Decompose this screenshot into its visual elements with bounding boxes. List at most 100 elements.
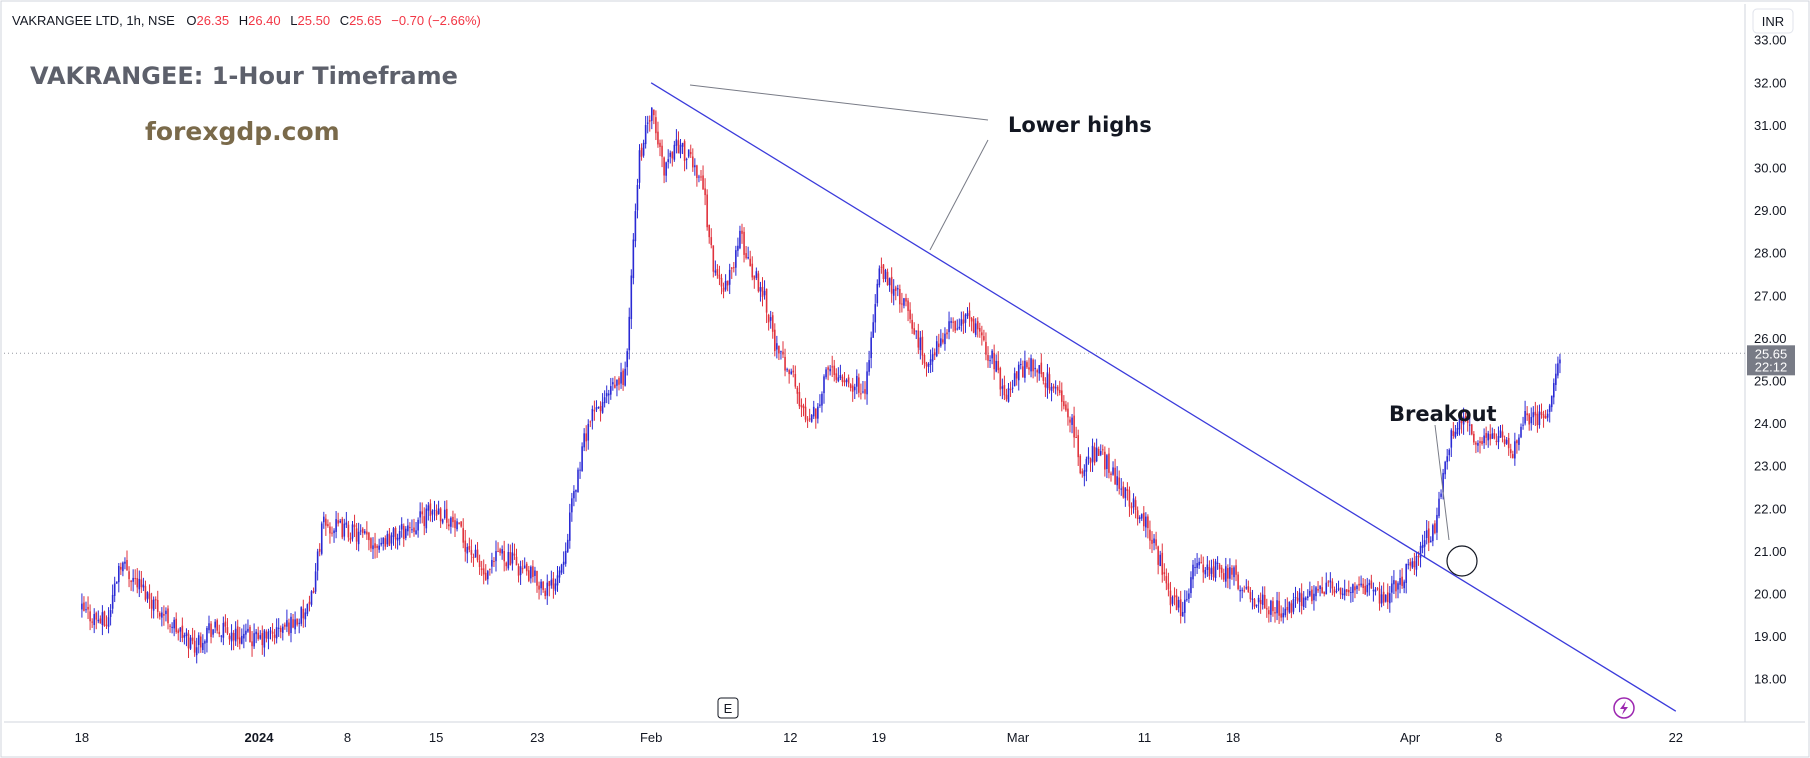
candle-body: [124, 561, 126, 564]
time-axis[interactable]: 18 2024 8 15 23 Feb 12 19 Mar 11 18 Apr 8 22: [75, 730, 1683, 745]
candle-body: [1302, 597, 1305, 607]
candle-body: [1122, 486, 1125, 498]
candle-body: [976, 321, 979, 330]
candle-body: [1245, 587, 1248, 589]
candle-body: [1227, 568, 1229, 579]
candle-body: [530, 566, 532, 579]
candle-body: [548, 581, 551, 587]
candle-body: [1065, 404, 1067, 411]
candle-body: [423, 516, 426, 527]
candle-body: [1268, 610, 1270, 615]
candle-body: [1038, 365, 1041, 374]
candle-body: [271, 631, 274, 634]
candle-body: [636, 184, 639, 211]
candle-body: [171, 626, 173, 628]
candle-body: [782, 351, 784, 355]
candle-body: [1050, 386, 1053, 392]
candle-body: [583, 433, 585, 448]
price-tick-label: 29.00: [1754, 203, 1787, 218]
candle-body: [1126, 489, 1129, 491]
candle-body: [853, 386, 856, 391]
candle-body: [1112, 467, 1114, 475]
candle-body: [995, 360, 997, 372]
candle-body: [874, 304, 877, 323]
candle-body: [1540, 412, 1543, 415]
candle-body: [1296, 597, 1299, 601]
candle-body: [706, 194, 708, 228]
candle-body: [985, 341, 987, 355]
candle-body: [960, 319, 963, 326]
candle-body: [1405, 563, 1407, 583]
candle-body: [407, 525, 409, 532]
candle-body: [134, 578, 136, 580]
candle-body: [152, 599, 155, 611]
candle-body: [1163, 572, 1166, 575]
candle-body: [534, 570, 536, 576]
candle-body: [755, 271, 758, 278]
candle-body: [632, 239, 635, 279]
lower-highs-pointer-1: [689, 84, 989, 121]
descending-trendline[interactable]: [650, 82, 1677, 712]
candle-body: [1298, 592, 1301, 603]
candle-body: [911, 319, 913, 329]
price-tick-label: 26.00: [1754, 331, 1787, 346]
candle-body: [364, 531, 366, 534]
candle-body: [232, 632, 235, 641]
candle-body: [1487, 433, 1489, 441]
candle-body: [386, 534, 389, 545]
candle-body: [950, 321, 952, 323]
candle-body: [1237, 574, 1239, 590]
candle-body: [806, 419, 809, 421]
candle-body: [1352, 584, 1354, 593]
price-tick-label: 32.00: [1754, 75, 1787, 90]
candle-body: [726, 280, 729, 286]
price-tick-label: 20.00: [1754, 587, 1787, 602]
candle-body: [845, 379, 848, 382]
candle-body: [607, 393, 610, 396]
candle-body: [1382, 591, 1385, 603]
candle-body: [1253, 599, 1256, 607]
earnings-marker[interactable]: [717, 697, 739, 719]
candle-body: [595, 407, 598, 410]
candle-body: [991, 350, 993, 359]
candle-body: [435, 510, 438, 516]
currency-button-label[interactable]: INR: [1762, 14, 1784, 29]
candle-body: [159, 613, 161, 617]
candle-body: [1208, 566, 1211, 577]
candle-body: [142, 584, 145, 588]
candle-body: [439, 508, 442, 522]
price-axis[interactable]: 18.00 19.00 20.00 21.00 22.00 23.00 24.00 25.00…: [1754, 33, 1787, 687]
candle-body: [1124, 487, 1127, 499]
candle-body: [1466, 418, 1469, 424]
candle-body: [1001, 386, 1004, 389]
candle-body: [292, 619, 294, 628]
time-tick-label: Mar: [1007, 730, 1030, 745]
candle-body: [216, 620, 218, 631]
candle-body: [458, 522, 460, 524]
candle-body: [536, 570, 538, 586]
candle-body: [800, 405, 803, 408]
candle-body: [1462, 417, 1465, 425]
candle-body: [792, 370, 795, 373]
currency-button[interactable]: [1752, 8, 1794, 34]
candle-body: [812, 406, 815, 417]
candle-body: [279, 627, 282, 633]
candle-body: [1319, 585, 1321, 590]
candle-body: [1233, 567, 1235, 578]
candle-body: [1423, 540, 1426, 547]
candle-body: [1263, 594, 1266, 609]
candle-body: [837, 377, 840, 382]
candle-body: [1186, 599, 1188, 601]
candle-body: [1464, 416, 1467, 420]
candlestick-series: [81, 107, 1561, 664]
candle-body: [464, 540, 467, 552]
earnings-marker-label[interactable]: E: [724, 701, 733, 716]
candle-body: [450, 517, 452, 527]
candle-body: [1216, 562, 1219, 564]
candle-body: [513, 553, 516, 556]
candle-body: [394, 527, 397, 540]
candle-body: [1364, 585, 1366, 595]
